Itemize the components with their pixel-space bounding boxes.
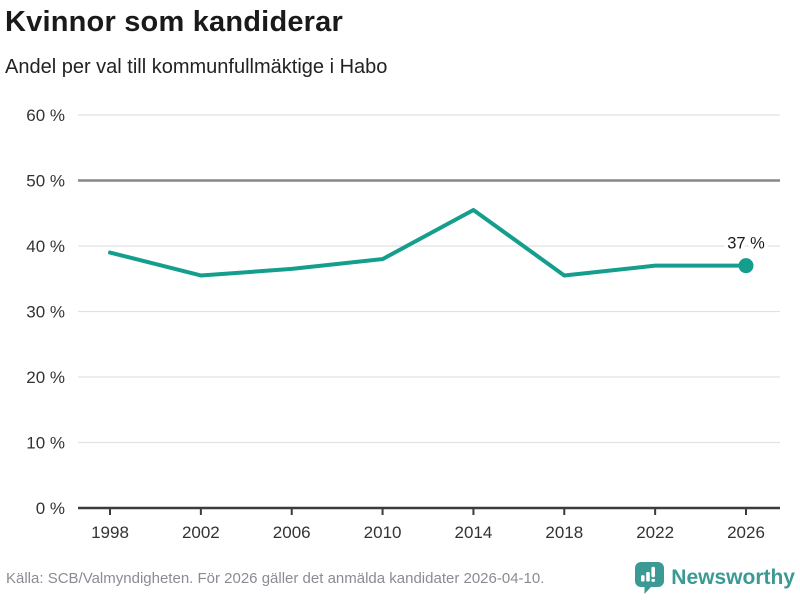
y-tick-label: 60 %	[26, 106, 65, 125]
brand-name: Newsworthy	[671, 566, 795, 589]
x-tick-label: 2010	[364, 523, 402, 542]
newsworthy-brand: Newsworthy	[635, 562, 795, 594]
x-tick-label: 2018	[545, 523, 583, 542]
trend-line	[108, 207, 748, 278]
chart-header: Kvinnor som kandiderar Andel per val til…	[5, 6, 387, 79]
y-tick-label: 0 %	[36, 499, 65, 518]
y-tick-label: 50 %	[26, 172, 65, 191]
x-tick-label: 2006	[273, 523, 311, 542]
y-tick-label: 10 %	[26, 434, 65, 453]
page-title: Kvinnor som kandiderar	[5, 6, 343, 38]
x-tick-label: 2022	[636, 523, 674, 542]
x-tick-label: 2002	[182, 523, 220, 542]
source-note: Källa: SCB/Valmyndigheten. För 2026 gäll…	[6, 569, 545, 587]
x-tick-label: 2026	[727, 523, 765, 542]
y-tick-label: 30 %	[26, 303, 65, 322]
x-tick-label: 1998	[91, 523, 129, 542]
end-point-label: 37 %	[727, 235, 765, 253]
end-point-dot	[738, 258, 754, 274]
x-tick-label: 2014	[455, 523, 493, 542]
page-subtitle: Andel per val till kommunfullmäktige i H…	[5, 56, 388, 78]
y-tick-label: 20 %	[26, 368, 65, 387]
newsworthy-logo-icon	[635, 562, 665, 594]
y-tick-label: 40 %	[26, 237, 65, 256]
chart-footer: Källa: SCB/Valmyndigheten. För 2026 gäll…	[0, 562, 800, 600]
